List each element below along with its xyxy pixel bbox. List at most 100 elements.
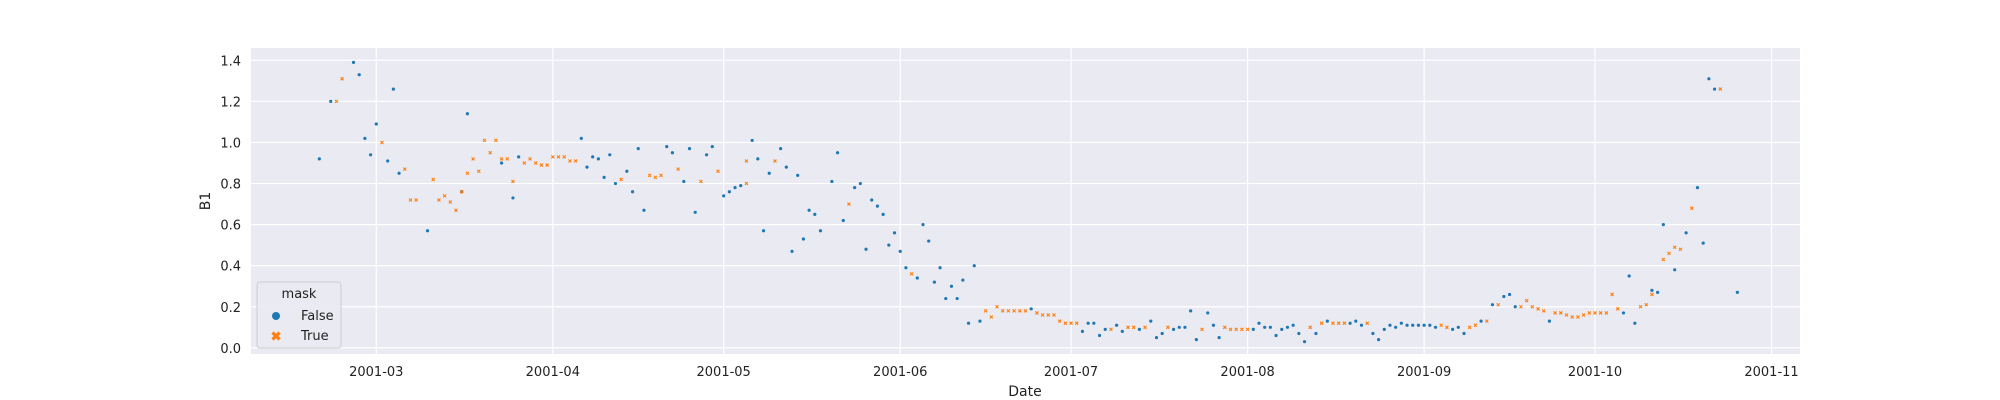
data-point-false	[1656, 290, 1660, 294]
data-point-true	[1165, 325, 1170, 330]
x-tick-label: 2001-07	[1044, 365, 1098, 380]
x-axis-label: Date	[1008, 384, 1041, 400]
data-point-false	[1285, 325, 1290, 329]
data-point-true	[716, 169, 720, 174]
data-point-false	[796, 173, 800, 177]
data-point-false	[927, 239, 931, 243]
data-point-false	[665, 144, 669, 149]
data-point-false	[1154, 335, 1159, 340]
data-point-true	[511, 179, 515, 184]
data-point-true	[1342, 321, 1347, 326]
data-point-true	[1598, 311, 1603, 315]
data-point-true	[402, 167, 407, 172]
data-point-false	[1479, 319, 1483, 323]
data-point-true	[568, 159, 572, 163]
legend-frame	[256, 281, 342, 349]
data-point-false	[1433, 325, 1438, 329]
data-point-false	[1171, 327, 1176, 331]
data-point-true	[1040, 313, 1045, 317]
data-point-false	[1382, 327, 1386, 331]
data-point-true	[1610, 292, 1614, 297]
data-point-false	[1633, 321, 1637, 325]
data-point-true	[431, 177, 436, 182]
data-point-true	[528, 157, 532, 161]
data-point-true	[1063, 321, 1068, 326]
data-point-true	[1524, 298, 1529, 303]
data-point-false	[351, 60, 356, 64]
data-point-true	[744, 159, 749, 163]
data-point-true	[1109, 327, 1113, 332]
data-point-true	[1046, 313, 1051, 317]
data-point-true	[1467, 325, 1472, 330]
data-point-true	[1530, 304, 1535, 309]
data-point-false	[875, 204, 880, 208]
y-tick-label: 0.6	[220, 219, 241, 234]
data-point-false	[710, 144, 714, 149]
y-tick-label: 1.2	[220, 95, 241, 110]
data-point-false	[1411, 323, 1415, 327]
data-point-false	[756, 157, 760, 161]
data-point-false	[1707, 77, 1711, 81]
data-point-false	[858, 181, 862, 186]
data-point-true	[1718, 87, 1723, 91]
data-point-true	[1057, 319, 1062, 324]
data-point-false	[1354, 319, 1358, 323]
data-point-false	[1291, 323, 1295, 327]
data-point-true	[1445, 325, 1449, 330]
data-point-true	[533, 161, 538, 165]
data-point-false	[733, 186, 737, 190]
data-point-true	[1587, 311, 1592, 315]
data-point-false	[1263, 325, 1267, 329]
data-point-true	[482, 138, 487, 143]
data-point-false	[1092, 321, 1096, 325]
data-point-false	[727, 190, 731, 194]
data-point-false	[841, 218, 845, 223]
data-point-true	[847, 202, 851, 206]
data-point-true	[1017, 308, 1022, 313]
data-point-true	[505, 157, 510, 161]
data-point-true	[1035, 311, 1039, 315]
data-point-false	[1547, 319, 1552, 323]
data-point-true	[1143, 325, 1147, 330]
data-point-true	[488, 150, 493, 155]
data-point-false	[1115, 323, 1119, 327]
data-point-true	[1604, 311, 1609, 315]
data-point-true	[995, 304, 999, 309]
data-point-false	[1394, 325, 1398, 329]
data-point-true	[1439, 323, 1444, 328]
data-point-false	[1359, 323, 1364, 327]
x-tick-labels: 2001-03 2001-04 2001-05 2001-06 2001-07 2001-…	[349, 365, 1799, 380]
data-point-true	[1365, 321, 1370, 326]
data-point-false	[1348, 321, 1352, 325]
x-tick-label: 2001-09	[1397, 365, 1451, 380]
data-point-true	[1023, 308, 1028, 313]
data-point-true	[1126, 325, 1130, 330]
data-point-false	[368, 153, 373, 157]
data-point-false	[790, 249, 794, 253]
data-point-false	[961, 278, 965, 282]
data-point-false	[1029, 307, 1033, 311]
data-point-false	[955, 296, 959, 301]
data-point-false	[1194, 338, 1198, 342]
data-point-false	[511, 196, 515, 200]
data-point-false	[374, 122, 378, 126]
data-point-false	[1251, 327, 1255, 331]
data-point-true	[983, 308, 988, 313]
data-point-false	[704, 153, 709, 157]
data-point-false	[636, 147, 640, 151]
data-point-false	[363, 136, 367, 140]
data-point-true	[1570, 315, 1575, 319]
y-tick-labels: 0.0 0.2 0.4 0.6 0.8 1.0 1.2 1.4	[220, 54, 241, 357]
x-tick-label: 2001-05	[697, 365, 751, 380]
data-point-false	[750, 138, 754, 143]
data-point-false	[835, 151, 840, 155]
data-point-false	[807, 208, 811, 212]
data-point-false	[1211, 323, 1216, 327]
data-point-false	[779, 147, 783, 151]
data-point-false	[818, 229, 823, 233]
data-point-true	[1308, 325, 1313, 330]
data-point-false	[1695, 186, 1700, 190]
data-point-false	[1080, 329, 1085, 334]
data-points	[317, 60, 1739, 344]
